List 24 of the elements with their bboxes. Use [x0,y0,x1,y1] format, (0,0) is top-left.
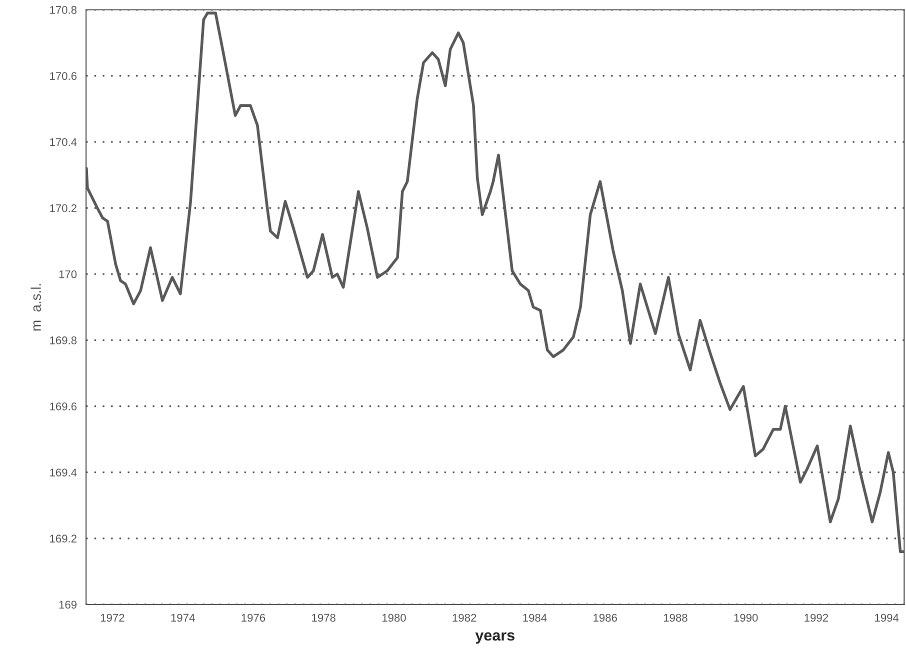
y-tick-label: 169 [59,600,77,609]
y-tick-label: 169.6 [50,402,77,410]
y-tick-label: 170 [59,270,77,278]
x-tick-label: 1974 [171,614,195,622]
y-axis-title: m a.s.l. [30,284,41,331]
x-tick-label: 1976 [242,614,266,622]
y-tick-label: 170.8 [50,6,77,14]
x-tick-label: 1994 [875,614,899,622]
x-tick-label: 1986 [594,614,617,622]
y-tick-label: 169.2 [50,534,76,543]
x-tick-label: 1988 [664,614,688,622]
y-tick-label: 169.8 [50,336,77,344]
x-tick-label: 1982 [452,614,476,622]
y-tick-label: 169.4 [50,468,77,476]
x-tick-label: 1984 [523,614,547,622]
y-tick-label: 170.2 [50,204,76,212]
y-tick-label: 170.6 [50,72,77,80]
x-tick-label: 1992 [804,614,828,622]
x-tick-label: 1978 [312,614,336,622]
x-tick-label: 1980 [382,614,406,622]
x-tick-label: 1990 [734,614,758,622]
x-axis-title: years [475,632,514,644]
x-tick-label: 1972 [100,614,124,622]
y-tick-label: 170.4 [50,138,77,146]
